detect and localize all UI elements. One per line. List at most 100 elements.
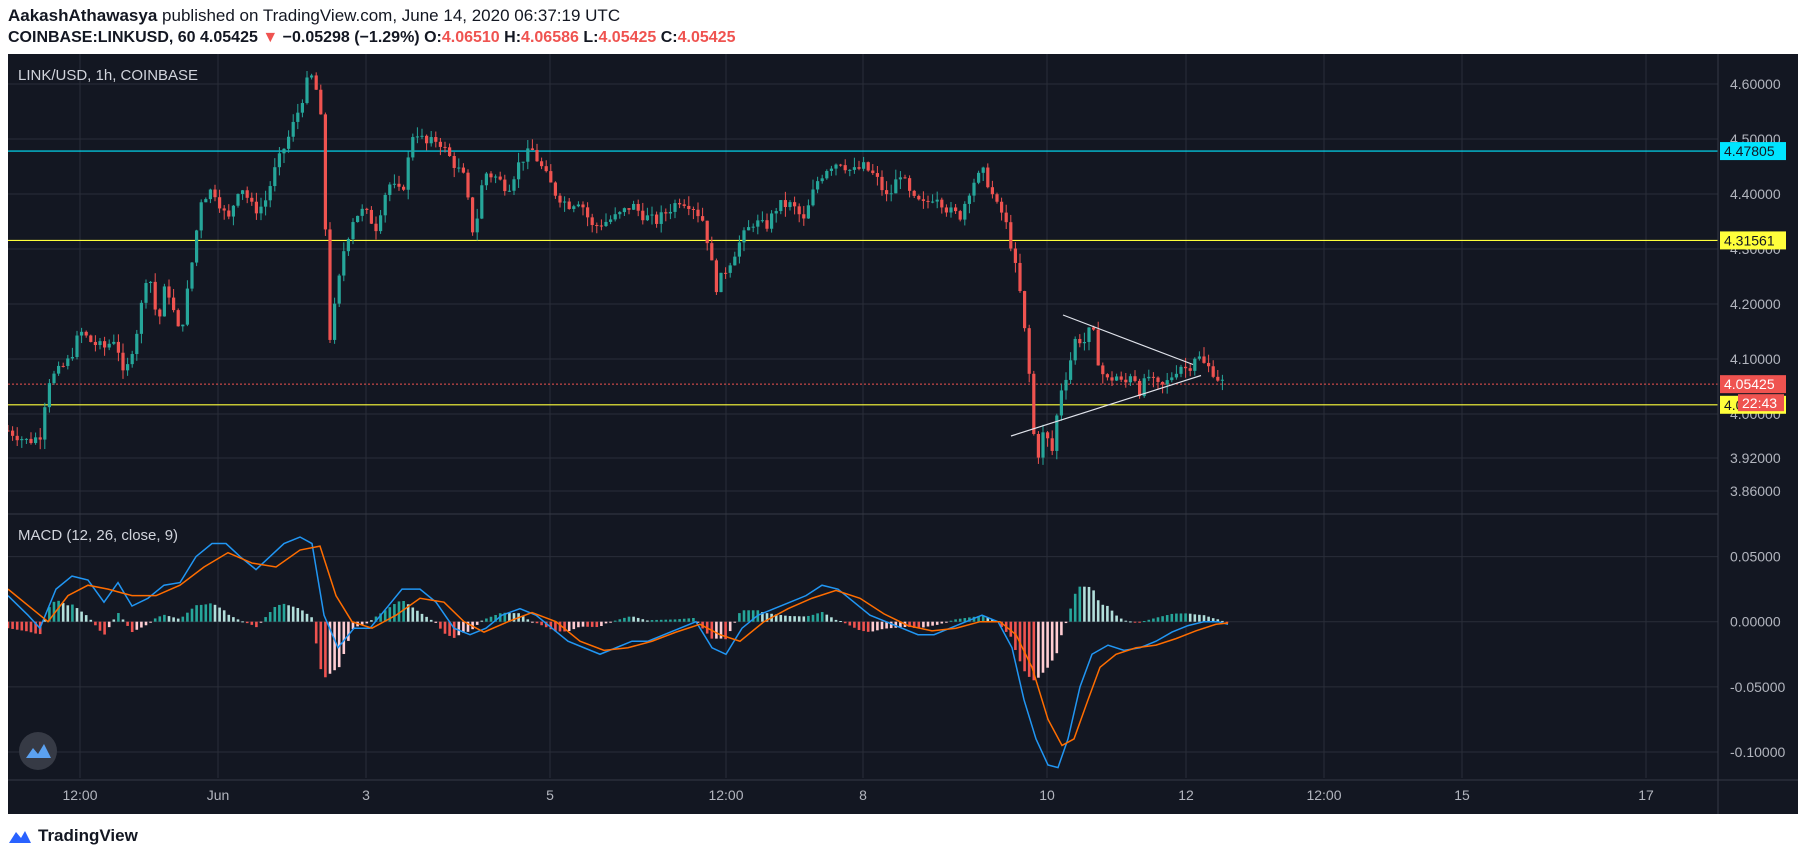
candle-body-up — [287, 136, 291, 149]
macd-histogram-bar — [623, 617, 626, 622]
candle-body-up — [20, 439, 24, 441]
price-tick-label: 4.10000 — [1730, 351, 1781, 367]
close-label: C: — [660, 29, 678, 46]
candle-body-up — [1170, 377, 1174, 381]
trendline[interactable] — [1010, 374, 1202, 437]
horizontal-levels[interactable] — [8, 150, 1718, 406]
macd-histogram-bar — [347, 621, 350, 641]
macd-histogram-bar — [89, 619, 93, 622]
candle-body-up — [411, 137, 415, 158]
candle-body-up — [931, 201, 935, 203]
macd-histogram-bar — [581, 621, 585, 627]
macd-histogram-bar — [149, 621, 152, 623]
macd-title: MACD (12, 26, close, 9) — [18, 527, 178, 544]
macd-histogram-bar — [839, 621, 842, 623]
candle-body-down — [8, 430, 10, 432]
candle-body-down — [1207, 362, 1211, 367]
candle-body-up — [1041, 432, 1045, 458]
macd-histogram-bar — [1188, 613, 1192, 622]
macd-histogram-bar — [71, 604, 74, 622]
macd-histogram-bar — [931, 621, 934, 626]
candle-body-down — [549, 171, 553, 183]
current-price-badge[interactable] — [1720, 375, 1786, 394]
candle-body-up — [576, 204, 580, 207]
macd-histogram-bar — [305, 613, 309, 622]
low-value: 4.05425 — [598, 29, 657, 46]
candle-body-up — [52, 373, 56, 384]
price-level-badge[interactable] — [1720, 142, 1786, 161]
symbol-ohlc-line: COINBASE:LINKUSD, 60 4.05425 ▼ −0.05298 … — [8, 29, 735, 47]
author-name[interactable]: AakashAthawasya — [8, 6, 158, 25]
candle-body-down — [944, 207, 948, 213]
macd-histogram-bar — [991, 619, 994, 622]
candle-body-down — [1078, 338, 1082, 344]
footer-brand[interactable]: TradingView — [38, 826, 138, 845]
candle-body-down — [1211, 366, 1215, 377]
macd-histogram-bar — [360, 621, 364, 625]
macd-histogram-bar — [439, 621, 442, 629]
trendline[interactable] — [1062, 314, 1194, 366]
price-axis[interactable]: 4.600004.500004.400004.300004.200004.100… — [1720, 76, 1786, 760]
macd-histogram-bar — [1037, 621, 1040, 678]
candle-body-up — [852, 167, 856, 170]
candle-body-up — [208, 189, 212, 200]
candle-body-down — [29, 438, 33, 444]
candle-body-up — [494, 176, 498, 178]
macd-histogram-bar — [15, 621, 19, 630]
macd-histogram-bar — [508, 613, 511, 622]
macd-histogram-bar — [25, 621, 28, 632]
footer: TradingView — [8, 826, 138, 846]
candle-body-up — [383, 194, 387, 216]
macd-histogram-bar — [816, 613, 819, 622]
macd-histogram-bar — [1225, 621, 1229, 623]
macd-histogram-bar — [1073, 593, 1077, 622]
candle-body-down — [710, 243, 714, 261]
candle-body-up — [517, 162, 521, 180]
candle-body-up — [898, 177, 902, 180]
price-level-label: 4.47805 — [1724, 143, 1775, 159]
down-arrow-icon: ▼ — [262, 29, 279, 46]
candle-body-up — [337, 275, 341, 304]
candle-body-up — [848, 169, 852, 171]
price-level-badge[interactable] — [1720, 231, 1786, 250]
macd-histogram-bar — [733, 621, 737, 623]
candle-body-up — [480, 185, 484, 219]
time-axis[interactable]: 12:00 Jun 3 5 12:00 8 10 12 12:00 15 17 — [62, 787, 1654, 803]
candle-body-down — [1161, 381, 1165, 385]
signal-line — [8, 545, 1229, 747]
candle-body-down — [1046, 432, 1050, 439]
macd-histogram-bar — [825, 614, 829, 622]
macd-histogram-bar — [912, 621, 916, 628]
macd-histogram-bar — [1207, 616, 1210, 622]
candle-body-up — [774, 211, 778, 214]
candle-body-down — [466, 172, 470, 198]
candle-body-up — [264, 200, 268, 207]
last-price: 4.05425 — [200, 29, 258, 46]
candle-body-down — [678, 203, 682, 205]
candle-body-up — [277, 153, 281, 168]
macd-histogram-bar — [646, 620, 649, 622]
macd-indicator — [8, 536, 1229, 769]
candle-body-down — [636, 203, 640, 211]
macd-histogram-bar — [34, 621, 37, 634]
price-tick-label: 4.40000 — [1730, 186, 1781, 202]
triangle-trendlines[interactable] — [1010, 314, 1202, 437]
candle-body-up — [66, 358, 70, 366]
candle-body-down — [213, 189, 217, 198]
candle-body-up — [204, 199, 208, 203]
candle-body-up — [484, 173, 488, 186]
open-value: 4.06510 — [441, 29, 500, 46]
candle-body-up — [126, 364, 130, 371]
macd-histogram-bar — [549, 621, 553, 630]
chart-canvas[interactable]: 4.600004.500004.400004.300004.200004.100… — [8, 54, 1798, 814]
candle-body-up — [1059, 390, 1063, 416]
candle-body-up — [107, 343, 111, 348]
macd-histogram-bar — [112, 619, 116, 622]
macd-histogram-bar — [489, 616, 493, 622]
candle-body-down — [365, 208, 369, 210]
candle-body-up — [420, 135, 424, 137]
candle-body-up — [300, 103, 304, 113]
macd-histogram-bar — [558, 621, 562, 632]
high-value: 4.06586 — [521, 29, 579, 46]
tradingview-logo-button[interactable] — [19, 732, 57, 770]
